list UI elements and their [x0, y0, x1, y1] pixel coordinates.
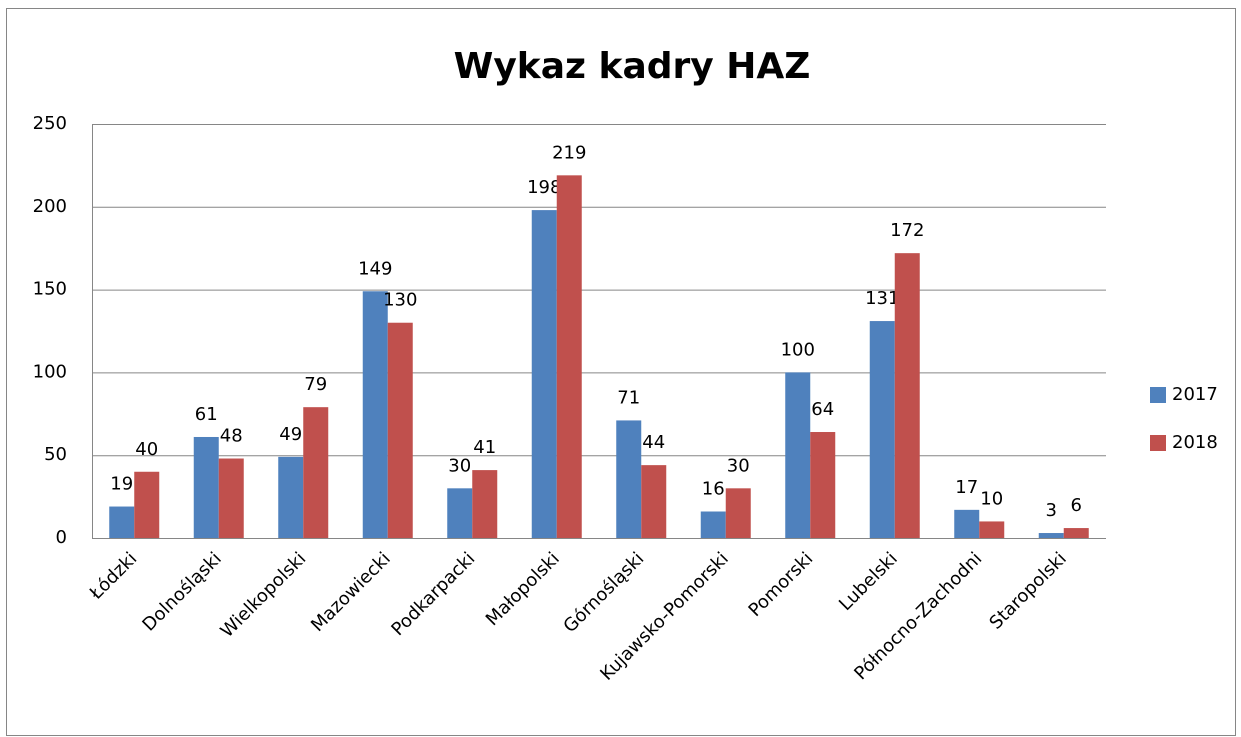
data-label: 30 [727, 455, 750, 476]
bar [109, 506, 135, 538]
chart-frame [6, 8, 1236, 736]
bar [725, 488, 751, 538]
data-label: 64 [811, 399, 834, 420]
bar [218, 458, 244, 538]
y-tick-label: 150 [33, 279, 67, 300]
data-label: 44 [642, 432, 665, 453]
bar [785, 372, 811, 538]
bar [1038, 533, 1064, 538]
bar [979, 521, 1005, 538]
bar [869, 321, 895, 538]
bar [556, 175, 582, 538]
data-label: 49 [279, 424, 302, 445]
data-label: 19 [110, 474, 133, 495]
bar [447, 488, 473, 538]
data-label: 10 [980, 488, 1003, 509]
bar [1063, 528, 1089, 538]
data-label: 219 [552, 142, 586, 163]
bar [387, 322, 413, 538]
data-label: 6 [1071, 495, 1082, 516]
bar [362, 291, 388, 538]
data-label: 172 [890, 220, 924, 241]
data-label: 30 [448, 455, 471, 476]
legend-swatch [1150, 387, 1166, 403]
bar [954, 509, 980, 538]
y-tick-label: 100 [33, 361, 67, 382]
bar [810, 432, 836, 538]
bar [472, 470, 498, 538]
data-label: 17 [955, 477, 978, 498]
bar [278, 456, 304, 538]
data-label: 61 [195, 404, 218, 425]
legend-swatch [1150, 435, 1166, 451]
data-label: 40 [135, 439, 158, 460]
data-label: 198 [527, 177, 561, 198]
bar [531, 210, 557, 538]
bar [641, 465, 667, 538]
data-label: 130 [383, 290, 417, 311]
y-tick-label: 0 [56, 527, 67, 548]
bar [700, 511, 726, 538]
data-label: 3 [1046, 500, 1057, 521]
data-label: 100 [781, 339, 815, 360]
data-label: 41 [473, 437, 496, 458]
y-tick-label: 200 [33, 196, 67, 217]
legend-label: 2017 [1172, 384, 1218, 405]
data-label: 149 [358, 258, 392, 279]
bar [193, 436, 219, 538]
data-label: 79 [304, 374, 327, 395]
bar [894, 253, 920, 538]
y-tick-label: 250 [33, 113, 67, 134]
legend-label: 2018 [1172, 432, 1218, 453]
data-label: 131 [865, 288, 899, 309]
bar [134, 471, 160, 538]
data-label: 71 [617, 387, 640, 408]
y-tick-label: 50 [44, 444, 67, 465]
data-label: 16 [702, 479, 725, 500]
bar [616, 420, 642, 538]
chart-title: Wykaz kadry HAZ [454, 46, 811, 87]
data-label: 48 [220, 426, 243, 447]
bar [303, 407, 329, 538]
